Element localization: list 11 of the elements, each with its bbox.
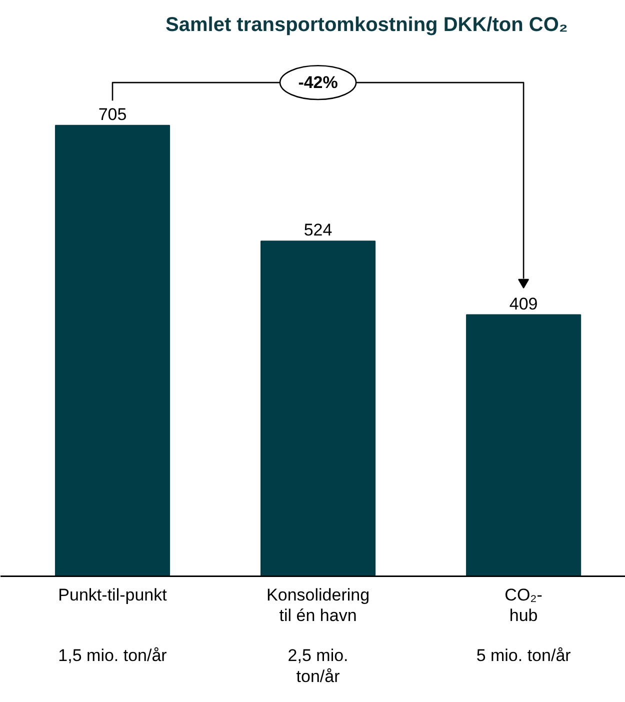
- data-label: 409: [509, 294, 538, 314]
- text: 2,5 mio. ton/år: [288, 646, 348, 686]
- text: -42%: [298, 73, 338, 92]
- data-label: 524: [304, 220, 332, 240]
- chart-title: Samlet transportomkostning DKK/ton CO₂: [166, 14, 568, 36]
- x-tick-label: CO₂- hub: [504, 585, 542, 626]
- x-tick-label: Punkt-til-punkt: [58, 585, 168, 604]
- text: 5 mio. ton/år: [476, 646, 572, 666]
- data-label: 705: [98, 104, 127, 124]
- x-tick-label: Konsolidering til én havn: [266, 585, 370, 626]
- text: 1,5 mio. ton/år: [58, 646, 168, 666]
